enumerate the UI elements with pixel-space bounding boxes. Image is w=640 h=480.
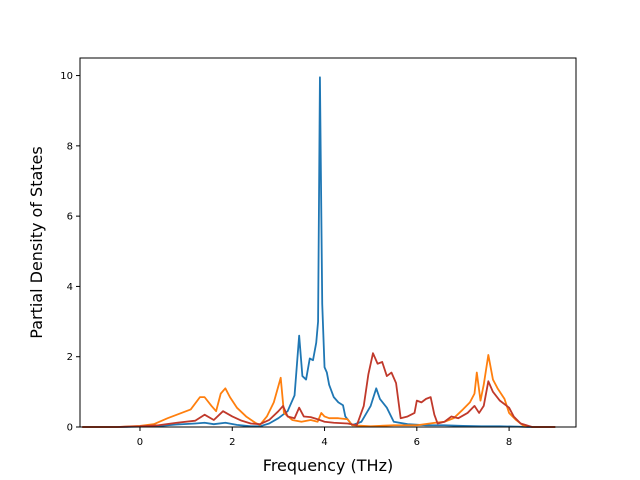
y-tick-label: 4 [67, 282, 73, 293]
series-line-3 [82, 352, 556, 428]
y-tick-label: 0 [67, 423, 73, 434]
x-axis-title: Frequency (THz) [263, 456, 393, 475]
y-tick-label: 10 [60, 71, 73, 82]
y-axis-ticks: 0 2 4 6 8 10 [60, 71, 80, 434]
series-layer [82, 76, 556, 428]
y-axis-title: Partial Density of States [27, 146, 46, 338]
series-line-2 [82, 354, 556, 428]
x-axis-ticks: 0 2 4 6 8 [137, 427, 512, 448]
y-tick-label: 8 [67, 141, 73, 152]
x-tick-label: 4 [321, 437, 327, 448]
x-tick-label: 2 [229, 437, 235, 448]
x-tick-label: 0 [137, 437, 143, 448]
plot-frame [79, 57, 577, 428]
x-tick-label: 6 [414, 437, 420, 448]
series-line-1 [82, 76, 556, 428]
y-tick-label: 2 [67, 352, 73, 363]
y-tick-label: 6 [67, 212, 73, 223]
x-tick-label: 8 [506, 437, 512, 448]
